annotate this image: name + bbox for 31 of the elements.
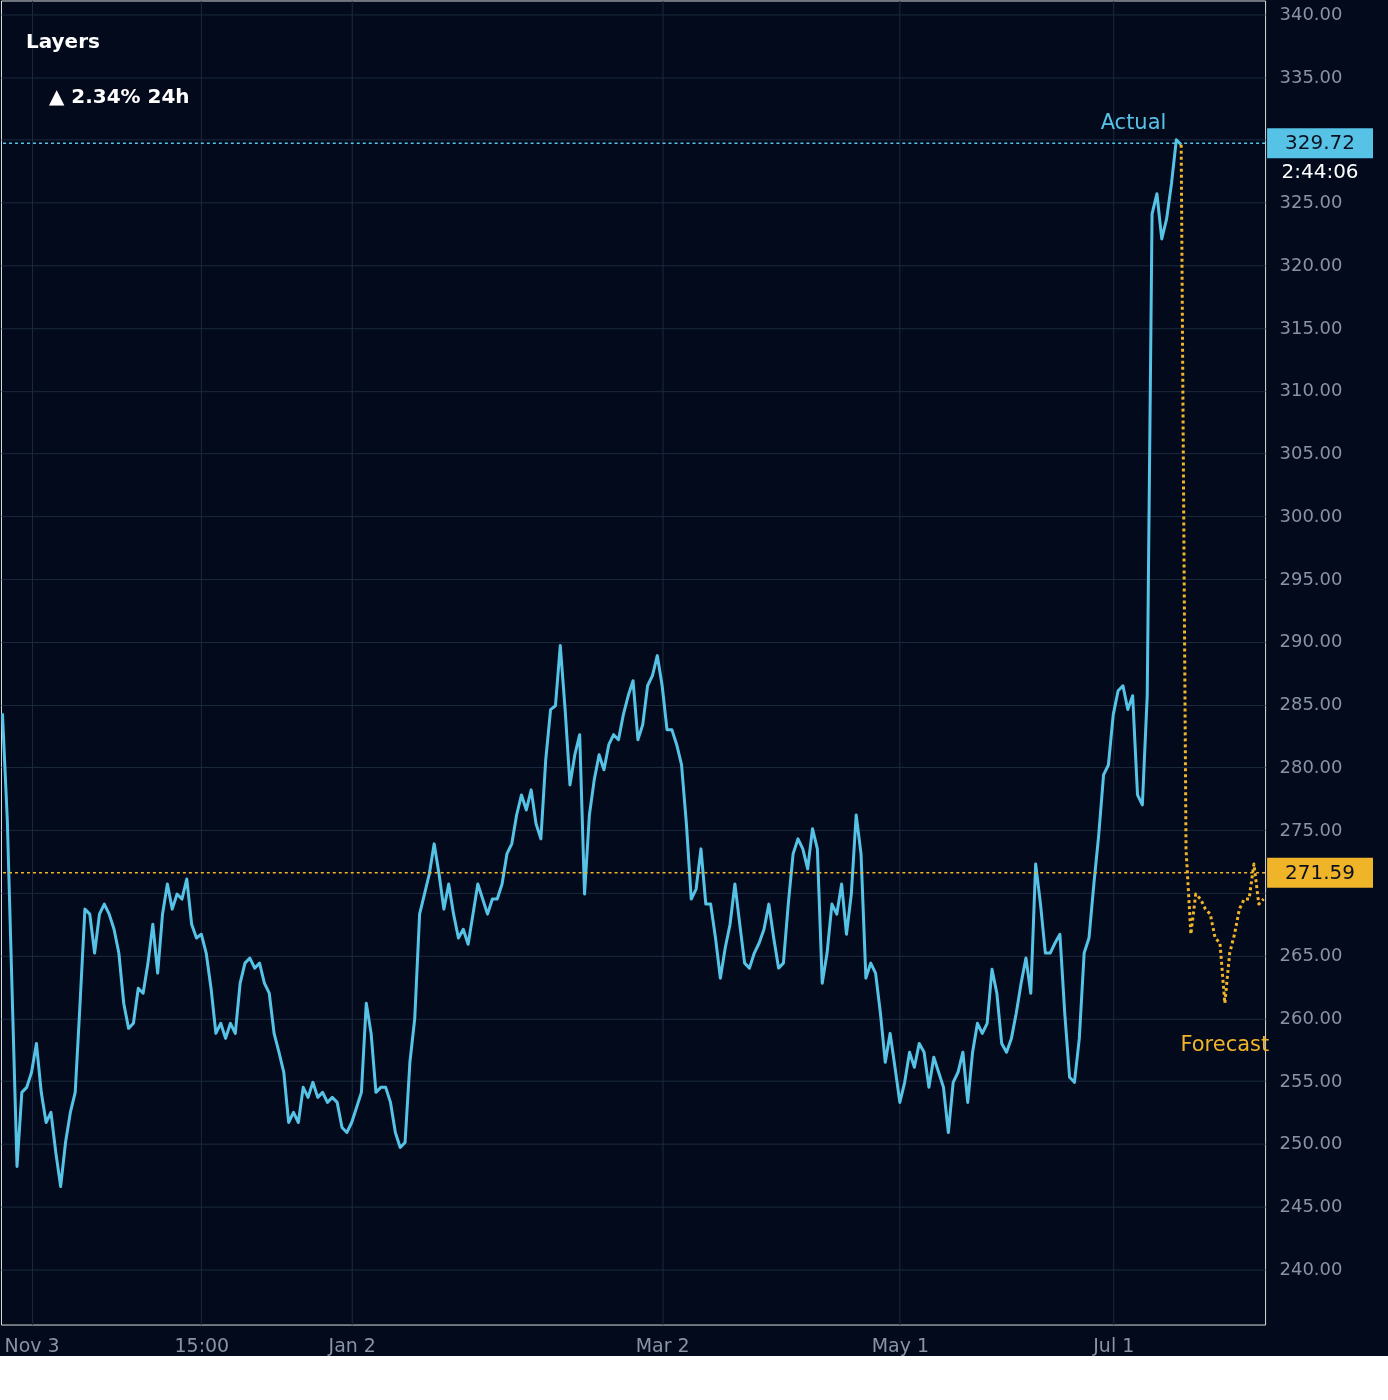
y-tick-label: 340.00 xyxy=(1279,2,1343,24)
y-tick-label: 295.00 xyxy=(1279,567,1343,589)
annotation: Layers xyxy=(25,29,100,54)
y-tick-label: 275.00 xyxy=(1279,818,1343,840)
ref-line-label: 329.72 xyxy=(1285,130,1355,155)
y-tick-label: 300.00 xyxy=(1279,504,1343,526)
y-tick-label: 325.00 xyxy=(1279,191,1343,213)
y-tick-label: 245.00 xyxy=(1279,1195,1343,1217)
y-tick-label: 310.00 xyxy=(1279,379,1343,401)
y-tick-label: 315.00 xyxy=(1279,316,1343,338)
y-tick-label: 260.00 xyxy=(1279,1006,1343,1028)
x-tick-label: 15:00 xyxy=(174,1334,230,1357)
annotation: ▲ 2.34% 24h xyxy=(48,84,190,109)
y-tick-label: 255.00 xyxy=(1279,1069,1343,1091)
x-tick-label: Jan 2 xyxy=(327,1334,376,1357)
y-tick-label: 335.00 xyxy=(1279,65,1343,87)
y-tick-label: 265.00 xyxy=(1279,944,1343,966)
series-label: Actual xyxy=(1100,109,1167,134)
x-tick-label: Mar 2 xyxy=(635,1334,690,1357)
ref-line-label: 271.59 xyxy=(1285,859,1355,884)
x-tick-label: Jul 1 xyxy=(1092,1334,1135,1357)
text: 2:44:06 xyxy=(1281,159,1359,184)
y-tick-label: 305.00 xyxy=(1279,442,1343,464)
y-tick-label: 280.00 xyxy=(1279,755,1343,777)
y-tick-label: 285.00 xyxy=(1279,693,1343,715)
x-tick-label: Nov 3 xyxy=(4,1334,60,1357)
y-tick-label: 240.00 xyxy=(1279,1257,1343,1279)
y-tick-label: 290.00 xyxy=(1279,630,1343,652)
x-tick-label: May 1 xyxy=(871,1334,929,1357)
y-tick-label: 320.00 xyxy=(1279,253,1343,275)
y-tick-label: 250.00 xyxy=(1279,1132,1343,1154)
